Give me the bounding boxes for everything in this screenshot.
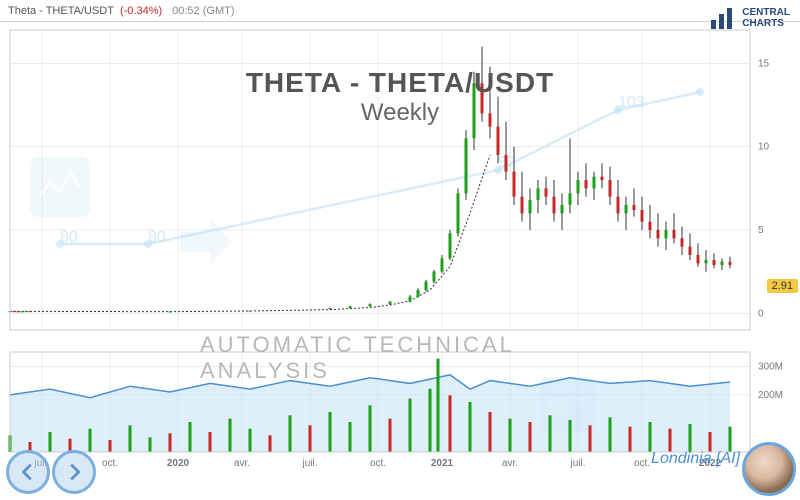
svg-text:80: 80 — [60, 229, 78, 246]
svg-text:juil.: juil. — [569, 458, 585, 469]
svg-text:2020: 2020 — [167, 458, 190, 469]
nav-next-button[interactable] — [52, 450, 96, 494]
change-label: (-0.34%) — [120, 5, 162, 17]
symbol-label: Theta - THETA/USDT — [8, 5, 114, 17]
svg-text:avr.: avr. — [502, 458, 518, 469]
time-label: 00:52 (GMT) — [172, 5, 234, 17]
svg-text:avr.: avr. — [234, 458, 250, 469]
avatar-icon[interactable] — [742, 442, 796, 496]
svg-text:oct.: oct. — [102, 458, 118, 469]
svg-text:10: 10 — [758, 142, 770, 153]
chart-header: Theta - THETA/USDT (-0.34%) 00:52 (GMT) — [0, 0, 800, 22]
londinia-label: Londinia [AI] — [651, 450, 740, 468]
svg-text:103: 103 — [618, 94, 645, 111]
chart-area[interactable]: 051015808092103 200M300Mjuil.oct.2020avr… — [0, 22, 800, 500]
svg-text:oct.: oct. — [634, 458, 650, 469]
svg-text:200M: 200M — [758, 390, 783, 401]
nav-controls — [6, 450, 96, 494]
svg-text:2021: 2021 — [431, 458, 454, 469]
logo-text-1: CENTRAL — [742, 7, 790, 18]
svg-text:oct.: oct. — [370, 458, 386, 469]
svg-text:80: 80 — [148, 229, 166, 246]
nav-prev-button[interactable] — [6, 450, 50, 494]
svg-text:0: 0 — [758, 308, 764, 319]
svg-text:juil.: juil. — [301, 458, 317, 469]
svg-text:5: 5 — [758, 225, 764, 236]
svg-text:15: 15 — [758, 58, 770, 69]
price-chart[interactable]: 051015808092103 — [0, 22, 800, 342]
svg-text:300M: 300M — [758, 361, 783, 372]
last-price-tag: 2.91 — [767, 279, 798, 293]
